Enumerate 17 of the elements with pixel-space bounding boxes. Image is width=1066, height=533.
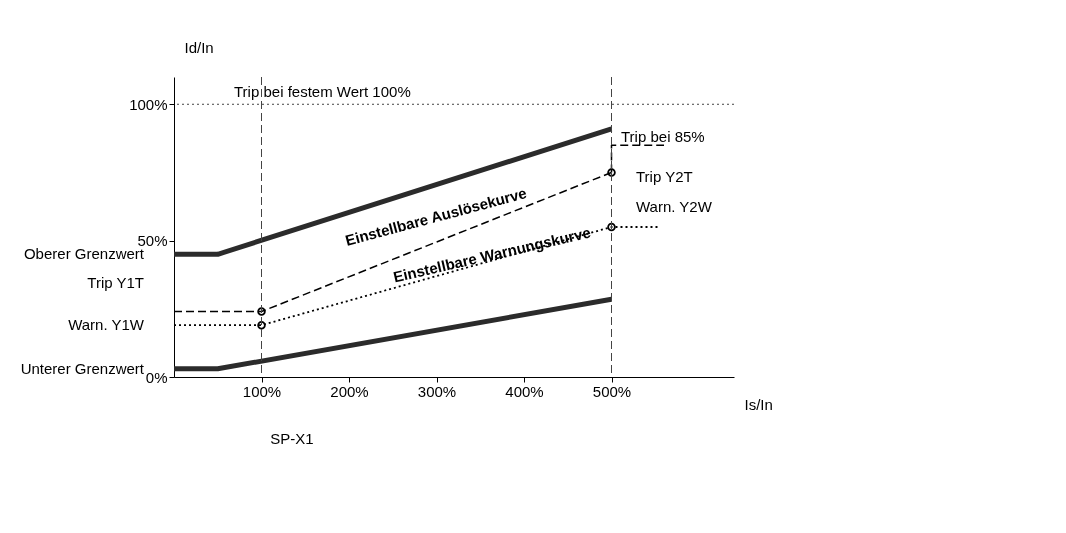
x-axis-title: Is/In <box>744 395 773 413</box>
ref-line-label: Trip bei festem Wert 100% <box>234 83 411 101</box>
annotation: Trip bei 85% <box>621 128 705 145</box>
text: Trip Y1T <box>87 274 144 291</box>
x-tick-label: 400% <box>505 382 544 400</box>
x-tick-label: 100% <box>242 382 282 400</box>
y-tick-label: 100% <box>129 95 168 113</box>
text: Unterer Grenzwert <box>20 360 145 377</box>
x-tick-label: 500% <box>592 382 632 400</box>
text: SP-X1 <box>270 430 314 447</box>
annotation: Trip Y2T <box>636 168 693 185</box>
annotation: Warn. Y2W <box>636 198 713 215</box>
y-tick-label: 0% <box>145 368 168 386</box>
x-tick-label: 200% <box>330 382 369 400</box>
text: Warn. Y1W <box>68 316 145 333</box>
x-tick-label: 300% <box>417 382 457 400</box>
y-axis-title: Id/In <box>184 38 214 56</box>
